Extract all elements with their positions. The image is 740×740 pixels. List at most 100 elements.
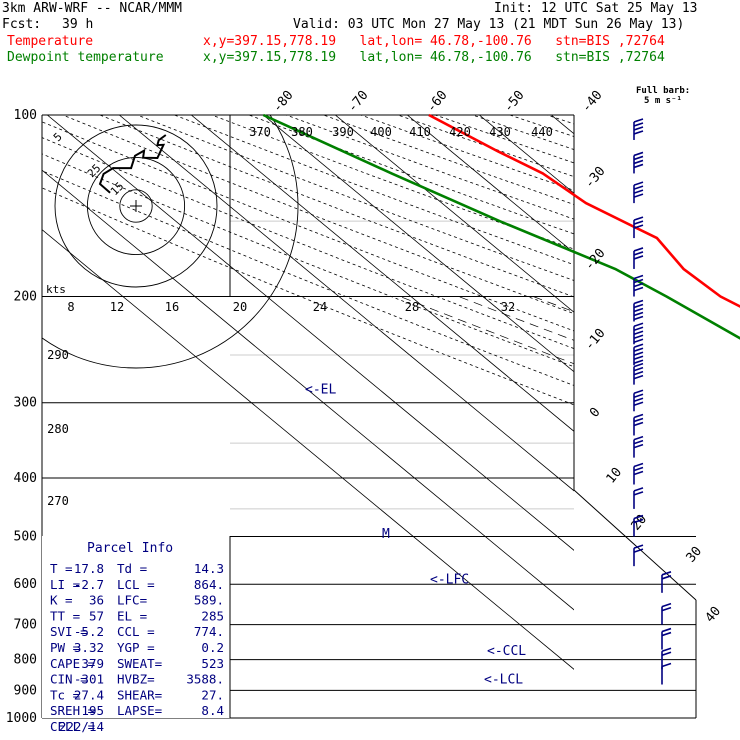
pressure-label-900: 900 <box>14 683 37 698</box>
dry-adiabat-360 <box>286 115 574 220</box>
barb-flag <box>661 575 672 580</box>
barb-flag <box>661 606 672 612</box>
barb-flag <box>633 359 644 364</box>
theta-label-390: 390 <box>332 125 354 139</box>
parcel-value: 27.4 <box>74 687 104 702</box>
pressure-label-100: 100 <box>14 108 37 123</box>
barb-flag <box>633 330 644 336</box>
isotherm--50 <box>551 115 574 135</box>
isotherm-lines <box>42 115 740 718</box>
pressure-label-600: 600 <box>14 577 37 592</box>
isotherm--130 <box>42 169 574 611</box>
parcel-value: 3.32 <box>74 640 104 655</box>
barb-flag <box>633 374 644 380</box>
dry-adiabat-350 <box>248 115 574 235</box>
parcel-row: SREH =195 LAPSE= 8.4 <box>50 703 224 718</box>
wind-barb-700 <box>661 602 672 625</box>
theta-label-430: 430 <box>489 125 511 139</box>
init-time: Init: 12 UTC Sat 25 May 13 <box>494 1 698 16</box>
parcel-value: -5.2 <box>74 624 104 639</box>
temperature-legend-label: Temperature <box>7 34 94 49</box>
parcel-row: K = 36 LFC= 589. <box>50 593 224 608</box>
barb-flag <box>633 181 644 186</box>
pressure-label-1000: 1000 <box>6 711 37 726</box>
wind-barb-770 <box>661 627 672 650</box>
wind-barb-140 <box>633 181 644 204</box>
temperature-location: x,y=397.15,778.19 lat,lon= 46.78,-100.76… <box>203 34 665 49</box>
pressure-label-400: 400 <box>14 471 37 486</box>
dewpoint-legend-label: Dewpoint temperature <box>7 50 164 65</box>
parcel-value: 864. <box>194 577 224 592</box>
parcel-value: 195 <box>81 703 104 718</box>
parcel-label: LFC= <box>117 593 147 608</box>
theta-label-380: 380 <box>291 125 313 139</box>
barb-flag <box>633 216 644 221</box>
dry-adiabat-330 <box>174 115 574 266</box>
theta-side-label-290: 290 <box>47 348 69 362</box>
barb-flag <box>633 413 644 419</box>
barb-flag <box>633 299 644 305</box>
isotherm--80 <box>335 115 574 313</box>
sounding-traces <box>262 113 740 340</box>
dry-adiabat-410 <box>472 115 574 150</box>
forecast-hour: 39 h <box>62 17 94 32</box>
wind-barb-310 <box>633 389 644 412</box>
wind-barb-880 <box>661 662 672 685</box>
isotherm-label--50: -50 <box>501 88 528 116</box>
isotherm-label--80: -80 <box>270 88 297 116</box>
parcel-label: LAPSE= <box>117 703 162 718</box>
level-marker-m: M <box>382 527 390 542</box>
parcel-value: -2.7 <box>74 577 104 592</box>
parcel-value: 27. <box>201 687 224 702</box>
isotherm--30 <box>695 115 740 718</box>
right-axis-slant <box>573 489 697 601</box>
parcel-label: T = <box>50 561 73 576</box>
hodograph-speed-label-16: 16 <box>165 300 179 314</box>
wind-barb-620 <box>661 571 672 593</box>
barb-flag <box>633 417 644 423</box>
moist-adiabats <box>400 296 574 365</box>
level-markers: <-EL M <-LFC <-CCL <-LCL <box>305 382 526 687</box>
dry-adiabat-440 <box>584 115 740 718</box>
wind-barb-240 <box>633 322 644 345</box>
hodograph-speed-label-12: 12 <box>110 300 124 314</box>
isotherm-label--70: -70 <box>345 88 372 116</box>
parcel-row: TT = 57 EL = 285 <box>50 608 224 623</box>
isotherm-label--10: -10 <box>582 326 609 354</box>
barb-flag <box>633 389 644 395</box>
barb-flag <box>633 470 644 476</box>
barb-flag <box>633 351 644 356</box>
wind-barb-450 <box>633 487 644 509</box>
parcel-label: CCL = <box>117 624 155 639</box>
parcel-value: 14.3 <box>194 561 224 576</box>
parcel-value: 589. <box>194 593 224 608</box>
barb-flag <box>633 193 644 198</box>
barb-flag <box>633 326 644 332</box>
wind-barb-410 <box>633 462 644 485</box>
barb-flag <box>661 631 672 637</box>
temperature-trace <box>428 113 740 308</box>
barb-flag <box>633 435 644 441</box>
hodograph-speed-label-8: 8 <box>67 300 74 314</box>
barb-flag <box>633 278 644 284</box>
barb-flag <box>633 370 644 376</box>
barb-flag <box>633 151 644 157</box>
parcel-info-box: Parcel Info T = 17.8 Td = 14.3 LI =-2.7 LCL = 8… <box>42 536 231 734</box>
parcel-label: LCL = <box>117 577 155 592</box>
isotherm--60 <box>479 115 574 194</box>
parcel-value: 222/14 <box>59 719 104 734</box>
barb-flag <box>633 286 644 292</box>
parcel-row: Tc =27.4 SHEAR= 27. <box>50 687 224 702</box>
isotherm-label-30: 30 <box>684 544 706 566</box>
wind-barb-560 <box>633 544 644 567</box>
dewpoint-trace <box>262 113 740 340</box>
barb-flag <box>633 343 644 348</box>
parcel-row: PW =3.32 YGP = 0.2 <box>50 640 224 655</box>
header: 3km ARW-WRF -- NCAR/MMM Init: 12 UTC Sat… <box>0 0 740 70</box>
isotherm--100 <box>191 115 574 432</box>
wind-barb-200 <box>633 274 644 297</box>
wind-barb-160 <box>633 216 644 239</box>
barb-flag <box>633 355 644 360</box>
barb-flag <box>633 544 644 549</box>
parcel-label: SREH = <box>50 703 95 718</box>
